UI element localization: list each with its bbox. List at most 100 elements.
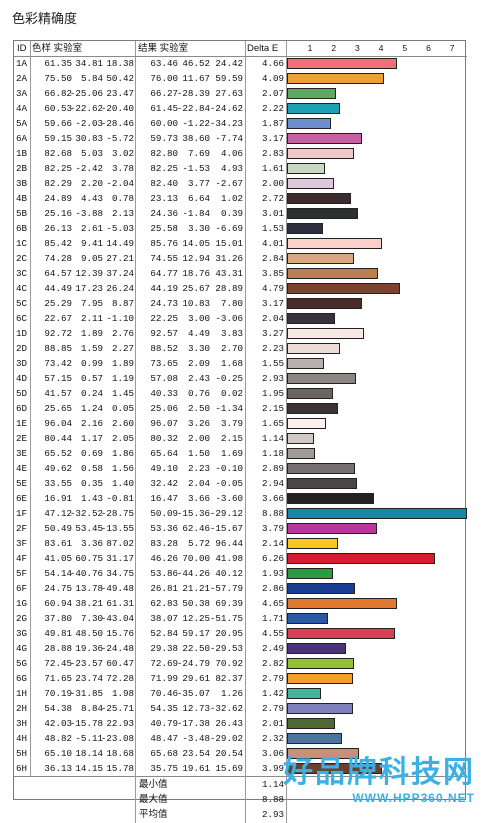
result-lab-value: 16.47 xyxy=(150,493,178,504)
delta-e-value: 4.09 xyxy=(261,73,284,84)
result-lab-value: -17.38 xyxy=(176,718,210,729)
delta-e-value: 2.07 xyxy=(261,88,284,99)
patch-id: 3F xyxy=(16,538,28,549)
target-lab-value: -43.04 xyxy=(100,613,134,624)
target-lab-value: 73.42 xyxy=(44,358,72,369)
target-lab-value: 3.78 xyxy=(111,163,134,174)
delta-e-bar xyxy=(287,658,354,669)
result-lab-value: -0.05 xyxy=(215,478,243,489)
table-row: 3D 73.42 0.99 1.89 73.65 2.09 1.68 1.55 xyxy=(14,356,467,371)
delta-e-bar xyxy=(287,418,327,429)
patch-id: 3B xyxy=(16,178,28,189)
table-row: 1C 85.42 9.41 14.49 85.76 14.05 15.01 4.01 xyxy=(14,236,467,251)
result-lab-value: 38.60 xyxy=(182,133,210,144)
delta-e-value: 3.17 xyxy=(261,133,284,144)
target-lab-value: 25.29 xyxy=(44,298,72,309)
result-lab-value: 12.94 xyxy=(182,253,210,264)
result-lab-value: 43.31 xyxy=(215,268,243,279)
result-lab-value: 50.09 xyxy=(150,508,178,519)
delta-e-value: 3.17 xyxy=(261,298,284,309)
axis-tick-label: 1 xyxy=(307,43,313,53)
delta-e-value: 2.14 xyxy=(261,538,284,549)
header-divider xyxy=(14,56,467,57)
delta-e-bar xyxy=(287,148,355,159)
column-divider xyxy=(286,776,287,823)
delta-e-bar xyxy=(287,628,395,639)
delta-e-value: 1.71 xyxy=(261,613,284,624)
watermark-logo: 好品牌科技网 WWW.HPP360.NET xyxy=(283,747,475,805)
delta-e-value: 2.72 xyxy=(261,193,284,204)
result-lab-value: 1.26 xyxy=(220,688,243,699)
target-lab-value: -5.72 xyxy=(106,133,134,144)
target-lab-value: -24.48 xyxy=(100,643,134,654)
target-lab-value: 53.45 xyxy=(75,523,103,534)
target-lab-value: 5.84 xyxy=(80,73,103,84)
target-lab-value: -5.11 xyxy=(75,733,103,744)
delta-e-value: 1.87 xyxy=(261,118,284,129)
result-lab-value: 0.39 xyxy=(220,208,243,219)
header-row: ID 色样 实验室 结果 实验室 Delta E 1 2 3 4 5 6 7 xyxy=(14,41,467,56)
target-lab-value: 8.87 xyxy=(111,298,134,309)
patch-id: 1G xyxy=(16,598,28,609)
result-lab-value: 96.07 xyxy=(150,418,178,429)
result-lab-value: 31.26 xyxy=(215,253,243,264)
delta-e-value: 4.66 xyxy=(261,58,284,69)
target-lab-value: 0.35 xyxy=(80,478,103,489)
target-lab-value: 1.40 xyxy=(111,478,134,489)
table-row: 3H 42.03 -15.78 22.93 40.79 -17.38 26.43 2.01 xyxy=(14,716,467,731)
result-lab-value: -0.10 xyxy=(215,463,243,474)
delta-e-value: 2.86 xyxy=(261,583,284,594)
result-lab-value: -29.53 xyxy=(209,643,243,654)
result-lab-value: -0.25 xyxy=(215,373,243,384)
target-lab-value: -28.75 xyxy=(100,508,134,519)
delta-e-value: 3.99 xyxy=(261,763,284,774)
target-lab-value: 42.03 xyxy=(44,718,72,729)
table-row: 2G 37.80 7.30 -43.04 38.07 12.25 -51.75 1.71 xyxy=(14,611,467,626)
result-lab-value: 82.40 xyxy=(150,178,178,189)
target-lab-value: -2.03 xyxy=(75,118,103,129)
column-divider xyxy=(135,776,136,823)
result-lab-value: 20.95 xyxy=(215,628,243,639)
result-lab-value: 62.46 xyxy=(182,523,210,534)
target-lab-value: 37.24 xyxy=(106,268,134,279)
result-lab-value: 46.26 xyxy=(150,553,178,564)
result-lab-value: 48.47 xyxy=(150,733,178,744)
delta-e-value: 2.49 xyxy=(261,643,284,654)
delta-e-value: 4.55 xyxy=(261,628,284,639)
patch-id: 1E xyxy=(16,418,28,429)
table-row: 4F 41.05 60.75 31.17 46.26 70.00 41.98 6.26 xyxy=(14,551,467,566)
result-lab-value: -44.26 xyxy=(176,568,210,579)
result-lab-value: 25.06 xyxy=(150,403,178,414)
delta-e-value: 1.61 xyxy=(261,163,284,174)
result-lab-value: -29.12 xyxy=(209,508,243,519)
delta-e-value: 6.26 xyxy=(261,553,284,564)
patch-id: 5H xyxy=(16,748,28,759)
result-lab-value: -1.84 xyxy=(182,208,210,219)
table-row: 2A 75.50 5.84 50.42 76.00 11.67 59.59 4.09 xyxy=(14,71,467,86)
result-lab-value: 23.13 xyxy=(150,193,178,204)
patch-id: 6H xyxy=(16,763,28,774)
patch-id: 1B xyxy=(16,148,28,159)
result-lab-value: 44.19 xyxy=(150,283,178,294)
summary-row: 最大值 8.88 xyxy=(14,792,467,807)
target-lab-value: 72.45 xyxy=(44,658,72,669)
patch-id: 3G xyxy=(16,628,28,639)
target-lab-value: 22.67 xyxy=(44,313,72,324)
target-lab-value: 44.49 xyxy=(44,283,72,294)
delta-e-bar xyxy=(287,688,321,699)
delta-e-value: 3.85 xyxy=(261,268,284,279)
result-lab-value: 63.46 xyxy=(150,58,178,69)
target-lab-value: 82.29 xyxy=(44,178,72,189)
delta-e-bar xyxy=(287,403,338,414)
header-delta-e: Delta E xyxy=(247,43,279,54)
target-lab-value: 9.05 xyxy=(80,253,103,264)
target-lab-value: 22.93 xyxy=(106,718,134,729)
target-lab-value: -13.55 xyxy=(100,523,134,534)
summary-value: 1.14 xyxy=(261,779,284,790)
delta-e-bar xyxy=(287,433,314,444)
delta-e-bar xyxy=(287,373,357,384)
target-lab-value: 2.16 xyxy=(80,418,103,429)
target-lab-value: 59.66 xyxy=(44,118,72,129)
delta-e-bar xyxy=(287,508,467,519)
result-lab-value: 57.08 xyxy=(150,373,178,384)
